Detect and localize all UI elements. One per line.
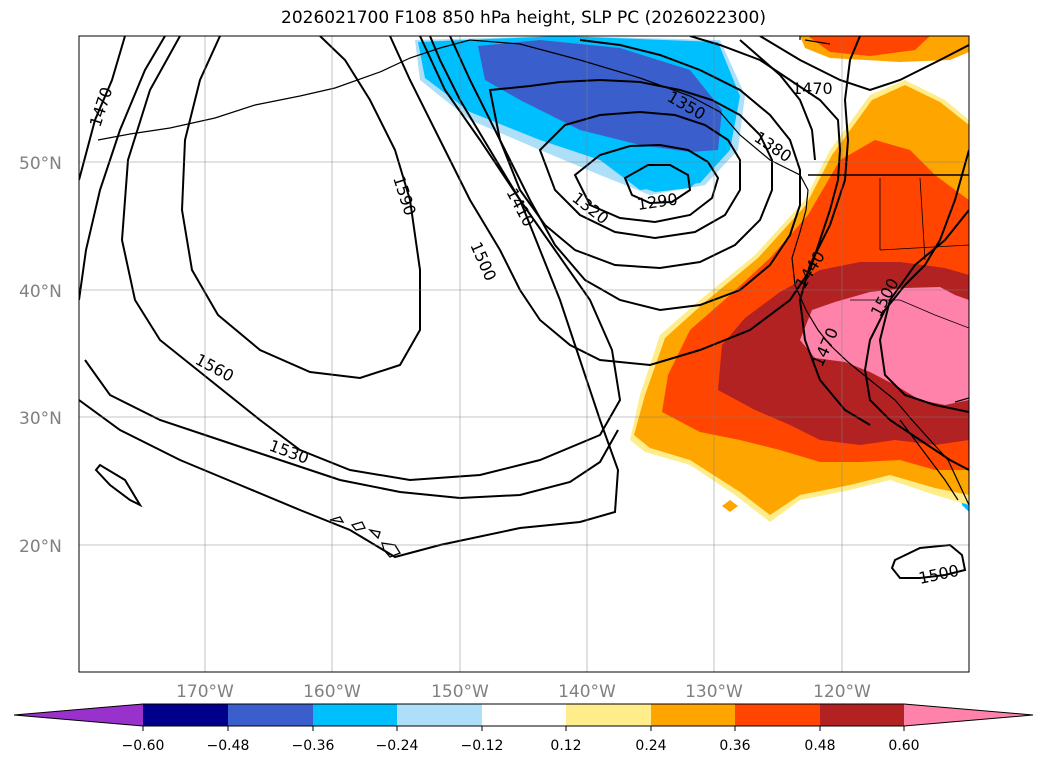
colorbar-segment [228, 704, 313, 726]
latitude-labels: 50°N 40°N 30°N 20°N [19, 154, 62, 557]
colorbar-segment [143, 704, 228, 726]
positive-anomaly-small-orange [722, 500, 738, 512]
negative-anomaly-blue [478, 40, 722, 152]
lon-label: 170°W [176, 682, 234, 702]
colorbar-tick-label: 0.24 [635, 738, 666, 754]
lon-label: 160°W [303, 682, 361, 702]
lat-label: 30°N [19, 409, 62, 429]
lat-label: 20°N [19, 537, 62, 557]
colorbar-tick-labels: −0.60 −0.48 −0.36 −0.24 −0.12 0.12 0.24 … [122, 738, 920, 754]
gridlines [79, 36, 969, 672]
colorbar-ticks [142, 726, 905, 731]
lon-label: 140°W [558, 682, 616, 702]
colorbar-segment [566, 704, 651, 726]
coastlines [97, 36, 969, 506]
longitude-labels: 170°W 160°W 150°W 140°W 130°W 120°W [176, 682, 871, 702]
lat-label: 40°N [19, 282, 62, 302]
lon-label: 120°W [813, 682, 871, 702]
colorbar: −0.60 −0.48 −0.36 −0.24 −0.12 0.12 0.24 … [13, 703, 1034, 754]
colorbar-tick-label: 0.12 [550, 738, 581, 754]
colorbar-tick-label: −0.24 [376, 738, 419, 754]
contour-label: 1470 [792, 79, 833, 98]
colorbar-segment [820, 704, 904, 726]
colorbar-max-extend [904, 704, 1033, 726]
colorbar-segment [313, 704, 397, 726]
height-contours [79, 36, 969, 579]
colorbar-segment [397, 704, 482, 726]
colorbar-tick-label: −0.48 [207, 738, 250, 754]
colorbar-tick-label: 0.48 [804, 738, 835, 754]
lon-label: 130°W [685, 682, 743, 702]
lon-label: 150°W [431, 682, 489, 702]
colorbar-tick-label: 0.60 [888, 738, 919, 754]
map-frame [78, 35, 970, 673]
positive-anomaly-ne-red [808, 36, 930, 56]
colorbar-tick-label: −0.12 [461, 738, 504, 754]
colorbar-segment [735, 704, 820, 726]
map-title: 2026021700 F108 850 hPa height, SLP PC (… [281, 8, 766, 28]
colorbar-tick-label: −0.36 [292, 738, 335, 754]
lat-label: 50°N [19, 154, 62, 174]
colorbar-segment [651, 704, 735, 726]
colorbar-tick-label: −0.60 [122, 738, 165, 754]
colorbar-min-extend [14, 704, 143, 726]
colorbar-tick-label: 0.36 [719, 738, 750, 754]
colorbar-segment [482, 704, 566, 726]
